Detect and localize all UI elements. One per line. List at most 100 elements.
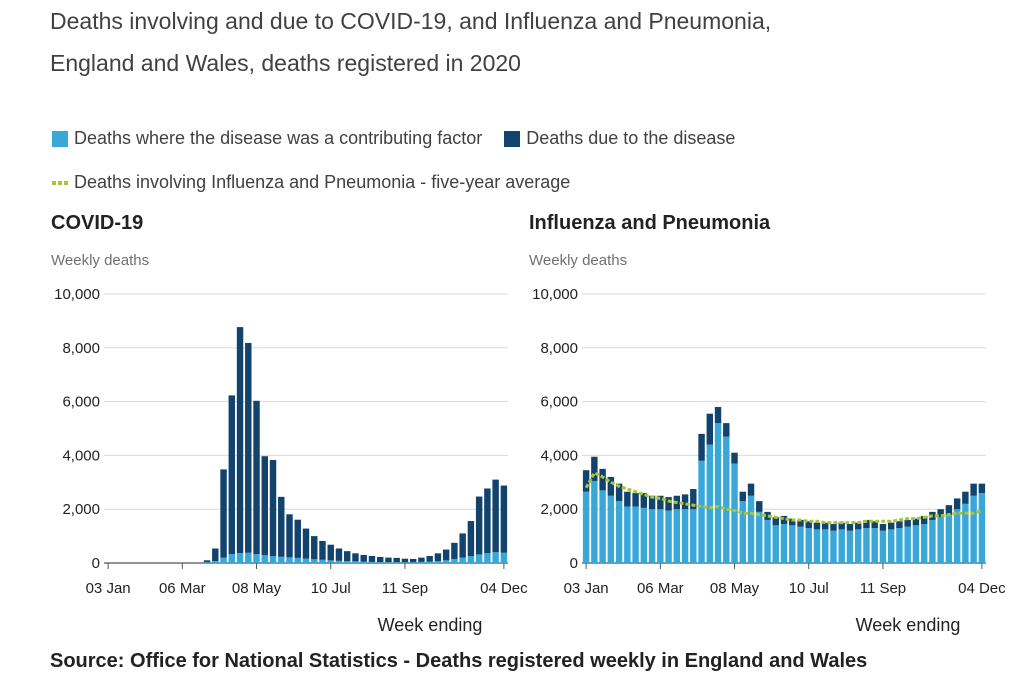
bar-influenza-due-18 bbox=[731, 452, 738, 464]
bar-covid-due-14 bbox=[220, 469, 227, 558]
bar-covid-due-33 bbox=[376, 556, 384, 563]
x-tick-label-covid-2: 08 May bbox=[232, 580, 282, 597]
y-tick-label-influenza-4: 8,000 bbox=[540, 340, 578, 357]
bar-covid-due-27 bbox=[327, 544, 334, 561]
x-tick-label-influenza-4: 11 Sep bbox=[860, 580, 906, 597]
average-line-influenza bbox=[584, 470, 983, 525]
x-tick-label-influenza-1: 06 Mar bbox=[637, 580, 684, 597]
y-tick-label-influenza-0: 0 bbox=[570, 555, 578, 572]
bar-covid-due-18 bbox=[253, 400, 260, 555]
bar-influenza-due-21 bbox=[756, 501, 763, 512]
bar-covid-due-34 bbox=[385, 557, 392, 563]
bar-covid-due-36 bbox=[401, 558, 409, 563]
bar-influenza-due-15 bbox=[706, 413, 714, 445]
bar-covid-due-13 bbox=[212, 548, 219, 562]
bar-influenza-due-37 bbox=[887, 522, 895, 530]
bar-covid-contributing-35 bbox=[393, 562, 400, 563]
bar-covid-contributing-33 bbox=[376, 562, 384, 563]
bar-influenza-due-48 bbox=[978, 483, 986, 494]
bar-influenza-due-40 bbox=[912, 518, 920, 526]
bar-covid-due-26 bbox=[319, 540, 326, 560]
bar-covid-contributing-29 bbox=[344, 561, 351, 563]
y-tick-label-covid-4: 8,000 bbox=[62, 340, 100, 357]
bar-influenza-contributing-37 bbox=[887, 529, 895, 563]
panel-title-covid: COVID-19 bbox=[51, 212, 144, 234]
bar-influenza-due-10 bbox=[665, 497, 672, 511]
bar-influenza-contributing-4 bbox=[615, 501, 623, 563]
bar-covid-contributing-12 bbox=[203, 562, 211, 563]
chart-title-line-2: England and Wales, deaths registered in … bbox=[50, 50, 521, 76]
bar-influenza-due-26 bbox=[797, 519, 804, 527]
bar-influenza-contributing-11 bbox=[673, 509, 681, 563]
bar-covid-due-38 bbox=[418, 557, 425, 562]
bar-influenza-due-4 bbox=[615, 483, 623, 502]
bar-influenza-contributing-16 bbox=[714, 423, 722, 563]
bar-influenza-contributing-41 bbox=[920, 523, 928, 563]
bar-influenza-contributing-6 bbox=[632, 506, 639, 563]
bar-influenza-due-3 bbox=[607, 476, 615, 496]
bar-influenza-due-38 bbox=[896, 521, 903, 529]
y-axis-title-covid: Weekly deaths bbox=[51, 252, 150, 269]
bar-influenza-due-9 bbox=[657, 495, 664, 510]
bar-covid-due-46 bbox=[484, 488, 491, 554]
bar-covid-contributing-14 bbox=[220, 557, 227, 563]
bar-covid-contributing-15 bbox=[228, 554, 236, 563]
bar-influenza-contributing-20 bbox=[747, 495, 755, 563]
x-tick-label-covid-1: 06 Mar bbox=[159, 580, 206, 597]
bar-covid-contributing-34 bbox=[385, 562, 392, 563]
bar-influenza-contributing-3 bbox=[607, 495, 615, 563]
y-tick-label-influenza-5: 10,000 bbox=[532, 286, 578, 303]
bar-covid-contributing-36 bbox=[401, 562, 409, 563]
bar-influenza-due-8 bbox=[648, 495, 656, 510]
y-tick-label-covid-3: 6,000 bbox=[62, 394, 100, 411]
bar-influenza-due-46 bbox=[962, 491, 969, 504]
legend-item-contributing[interactable]: Deaths where the disease was a contribut… bbox=[52, 128, 482, 149]
bar-influenza-due-13 bbox=[690, 489, 697, 510]
bar-influenza-due-2 bbox=[599, 468, 606, 491]
bar-influenza-due-7 bbox=[640, 493, 648, 508]
x-tick-label-influenza-5: 04 Dec bbox=[958, 580, 1006, 597]
bar-influenza-contributing-42 bbox=[929, 519, 936, 563]
bar-covid-due-12 bbox=[203, 560, 211, 563]
bar-covid-contributing-26 bbox=[319, 559, 326, 563]
bar-covid-contributing-30 bbox=[352, 561, 359, 563]
bar-influenza-contributing-40 bbox=[912, 525, 920, 563]
bar-influenza-contributing-25 bbox=[789, 525, 796, 563]
bar-influenza-due-14 bbox=[698, 433, 705, 461]
bar-covid-contributing-32 bbox=[368, 561, 376, 563]
y-tick-label-covid-0: 0 bbox=[92, 555, 100, 572]
bar-influenza-contributing-19 bbox=[739, 501, 746, 563]
bar-covid-contributing-20 bbox=[269, 556, 277, 563]
x-tick-label-influenza-3: 10 Jul bbox=[789, 580, 829, 597]
bar-influenza-contributing-17 bbox=[723, 436, 730, 563]
y-tick-label-covid-1: 2,000 bbox=[62, 501, 100, 518]
legend-item-average[interactable]: Deaths involving Influenza and Pneumonia… bbox=[52, 172, 570, 193]
source-note: Source: Office for National Statistics -… bbox=[50, 650, 868, 672]
bar-influenza-contributing-35 bbox=[871, 528, 878, 563]
legend-item-due[interactable]: Deaths due to the disease bbox=[504, 128, 735, 149]
bar-influenza-due-1 bbox=[591, 456, 598, 481]
bar-influenza-due-29 bbox=[822, 522, 829, 530]
bar-covid-due-42 bbox=[451, 542, 458, 559]
bar-covid-due-39 bbox=[426, 556, 433, 562]
bar-covid-due-15 bbox=[228, 395, 236, 555]
legend-swatch-contributing bbox=[52, 130, 68, 147]
bar-covid-contributing-18 bbox=[253, 554, 260, 563]
y-tick-label-influenza-2: 4,000 bbox=[540, 447, 578, 464]
bar-influenza-due-31 bbox=[838, 522, 845, 530]
bar-covid-contributing-38 bbox=[418, 561, 425, 563]
bar-covid-contributing-22 bbox=[286, 557, 293, 563]
bar-influenza-contributing-32 bbox=[846, 530, 854, 563]
y-tick-label-covid-5: 10,000 bbox=[54, 286, 100, 303]
bar-covid-due-20 bbox=[269, 459, 277, 557]
bar-covid-contributing-25 bbox=[311, 559, 318, 563]
bar-covid-due-25 bbox=[311, 536, 318, 560]
bar-influenza-due-27 bbox=[805, 521, 812, 529]
bar-covid-due-31 bbox=[360, 554, 367, 562]
bar-covid-due-37 bbox=[409, 558, 417, 563]
legend-swatch-average bbox=[52, 180, 68, 185]
bar-influenza-contributing-13 bbox=[690, 509, 697, 563]
bar-influenza-contributing-46 bbox=[962, 503, 969, 563]
bar-covid-contributing-27 bbox=[327, 560, 334, 563]
